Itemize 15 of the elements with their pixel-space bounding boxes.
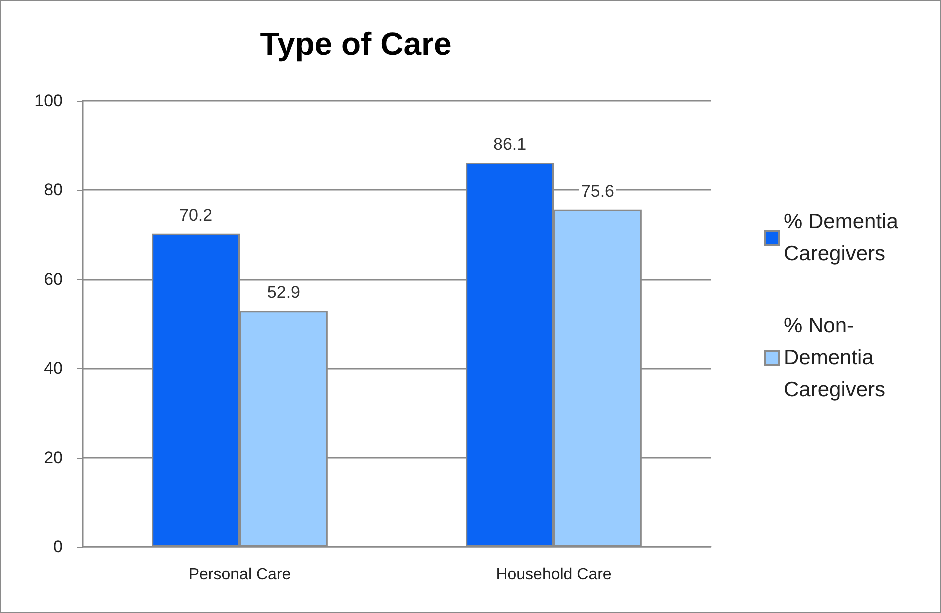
- data-label: 52.9: [267, 283, 301, 302]
- data-label: 75.6: [581, 182, 615, 201]
- x-tick-label: Household Care: [496, 566, 612, 584]
- data-label: 70.2: [179, 206, 213, 225]
- y-tick-label: 20: [44, 448, 63, 468]
- y-tick-label: 0: [54, 538, 63, 556]
- y-tick-label: 40: [44, 359, 63, 378]
- legend-label: % Dementia Caregivers: [784, 210, 904, 266]
- data-label: 86.1: [493, 134, 527, 154]
- legend-label: % Non-Dementia Caregivers: [784, 314, 886, 402]
- y-tick-label: 60: [44, 270, 63, 289]
- y-tick-label: 100: [34, 92, 63, 110]
- y-tick-label: 80: [44, 180, 63, 200]
- chart-title: Type of Care: [260, 26, 452, 62]
- x-tick-label: Personal Care: [188, 566, 292, 584]
